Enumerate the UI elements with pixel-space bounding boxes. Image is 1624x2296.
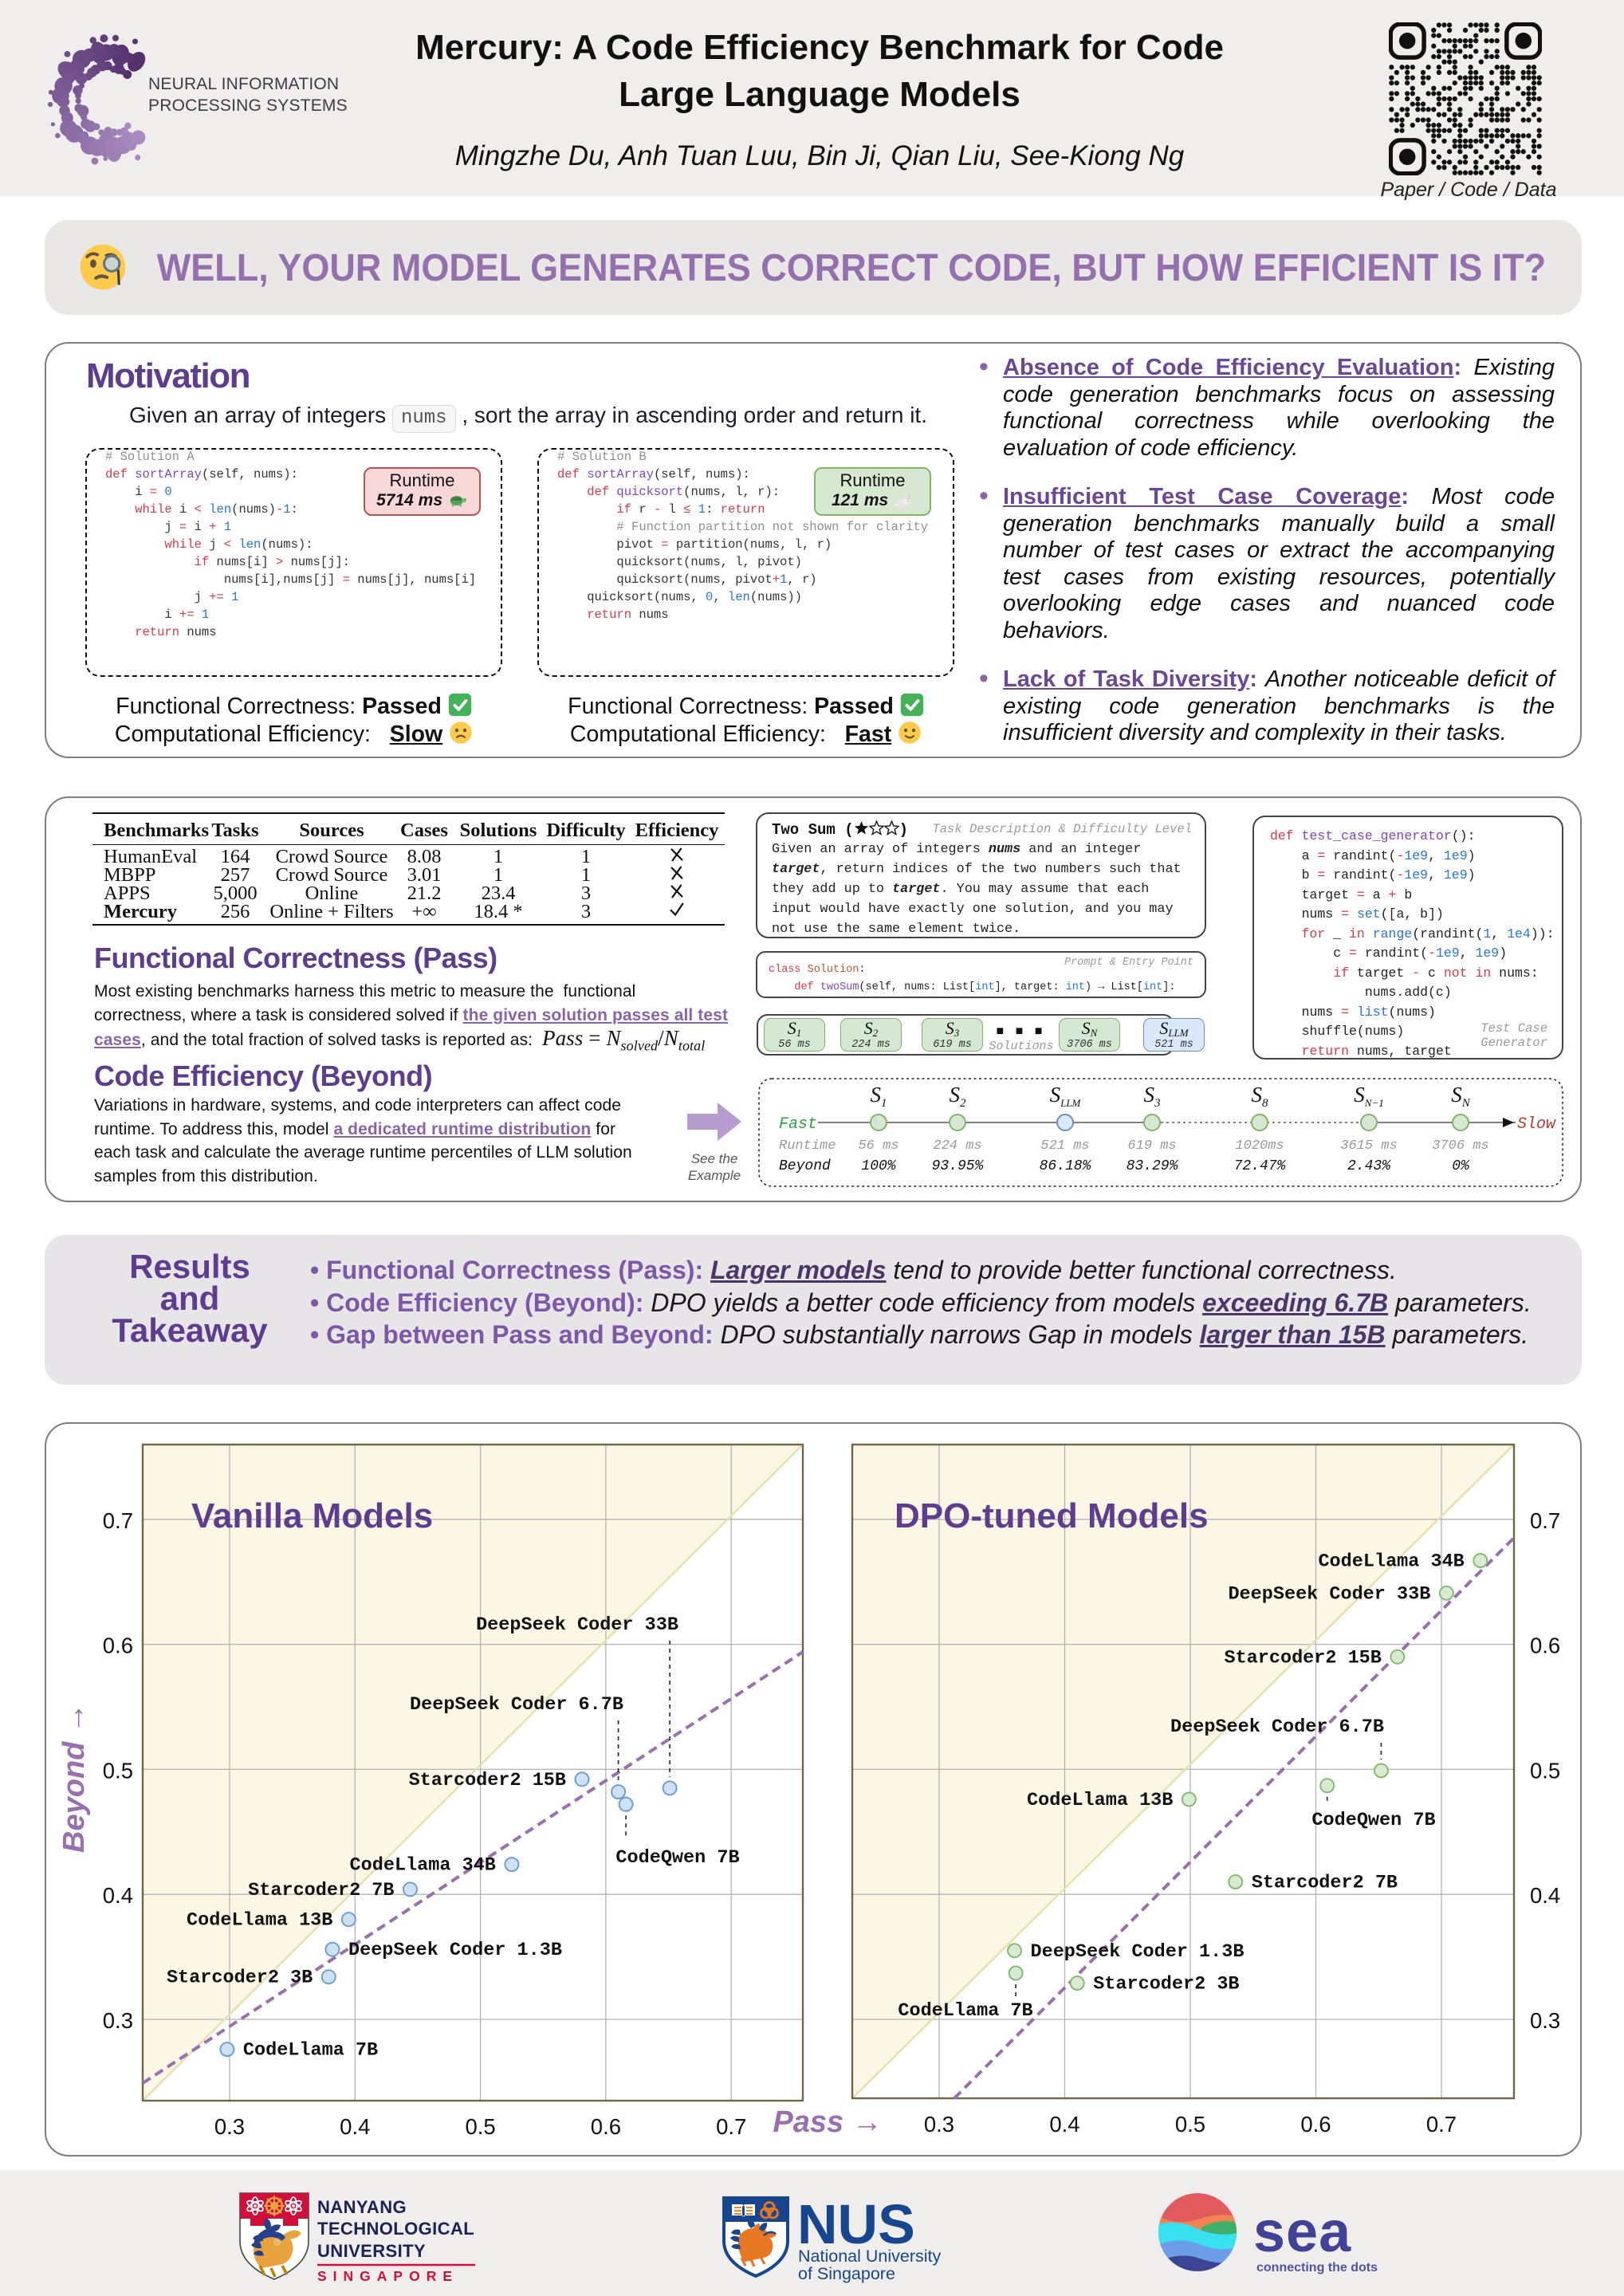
svg-text:CodeLlama 13B: CodeLlama 13B: [1027, 1790, 1173, 1811]
svg-text:0.4: 0.4: [1530, 1883, 1560, 1908]
svg-text:CodeLlama 13B: CodeLlama 13B: [187, 1910, 332, 1932]
svg-text:connecting the dots: connecting the dots: [1256, 2261, 1378, 2274]
svg-text:Starcoder2 3B: Starcoder2 3B: [167, 1968, 313, 1989]
svg-text:83.29%: 83.29%: [1127, 1158, 1179, 1174]
svg-text:CodeLlama 34B: CodeLlama 34B: [350, 1855, 496, 1877]
svg-text:521 ms: 521 ms: [1040, 1138, 1089, 1154]
svg-text:0.3: 0.3: [1530, 2008, 1560, 2033]
svg-text:of Singapore: of Singapore: [798, 2264, 895, 2283]
svg-text:PROCESSING SYSTEMS: PROCESSING SYSTEMS: [148, 96, 348, 115]
svg-text:3706 ms: 3706 ms: [1432, 1138, 1488, 1154]
svg-text:SN−1: SN−1: [1354, 1083, 1383, 1109]
svg-text:619 ms: 619 ms: [1127, 1138, 1176, 1154]
svg-text:0.6: 0.6: [1300, 2112, 1331, 2137]
svg-text:NUS: NUS: [797, 2196, 915, 2255]
svg-text:DeepSeek Coder 6.7B: DeepSeek Coder 6.7B: [410, 1694, 623, 1716]
svg-text:NANYANG: NANYANG: [317, 2197, 407, 2217]
svg-text:DeepSeek Coder 33B: DeepSeek Coder 33B: [1228, 1583, 1430, 1605]
svg-text:S8: S8: [1252, 1083, 1269, 1110]
svg-text:DPO-tuned Models: DPO-tuned Models: [895, 1496, 1209, 1535]
svg-text:DeepSeek Coder 1.3B: DeepSeek Coder 1.3B: [1031, 1941, 1245, 1963]
svg-text:0.5: 0.5: [1175, 2112, 1205, 2137]
svg-text:0.3: 0.3: [214, 2114, 245, 2139]
svg-text:0.5: 0.5: [103, 1758, 133, 1783]
svg-text:100%: 100%: [861, 1158, 896, 1174]
svg-text:1020ms: 1020ms: [1235, 1138, 1284, 1154]
svg-text:Starcoder2 7B: Starcoder2 7B: [248, 1880, 394, 1901]
svg-text:0.3: 0.3: [103, 2008, 133, 2033]
svg-text:0.7: 0.7: [716, 2114, 746, 2139]
svg-text:93.95%: 93.95%: [932, 1158, 985, 1174]
svg-text:224 ms: 224 ms: [933, 1138, 981, 1154]
svg-text:S2: S2: [950, 1083, 967, 1110]
svg-text:0.6: 0.6: [1530, 1634, 1560, 1658]
svg-text:S1: S1: [871, 1083, 887, 1110]
svg-text:Starcoder2 15B: Starcoder2 15B: [1224, 1647, 1381, 1669]
svg-text:SN: SN: [1451, 1083, 1471, 1110]
svg-text:CodeLlama 7B: CodeLlama 7B: [898, 2000, 1032, 2022]
svg-text:Starcoder2 7B: Starcoder2 7B: [1252, 1873, 1398, 1894]
svg-text:DeepSeek Coder 1.3B: DeepSeek Coder 1.3B: [348, 1940, 562, 1961]
svg-text:CodeQwen 7B: CodeQwen 7B: [615, 1847, 739, 1869]
svg-text:Runtime: Runtime: [779, 1138, 836, 1154]
svg-text:56 ms: 56 ms: [858, 1138, 899, 1154]
svg-text:0.7: 0.7: [1530, 1508, 1560, 1533]
svg-text:0.7: 0.7: [103, 1508, 133, 1533]
svg-text:sea: sea: [1253, 2200, 1351, 2264]
svg-text:DeepSeek Coder 6.7B: DeepSeek Coder 6.7B: [1170, 1716, 1384, 1738]
svg-text:0.6: 0.6: [591, 2114, 621, 2139]
svg-text:0.6: 0.6: [103, 1634, 133, 1658]
svg-text:Beyond: Beyond: [779, 1158, 831, 1174]
svg-text:National University: National University: [798, 2247, 941, 2266]
svg-text:0.5: 0.5: [1530, 1758, 1560, 1783]
svg-text:CodeQwen 7B: CodeQwen 7B: [1311, 1810, 1435, 1831]
svg-text:NEURAL INFORMATION: NEURAL INFORMATION: [148, 75, 339, 93]
svg-text:2.43%: 2.43%: [1347, 1158, 1391, 1174]
svg-text:Beyond →: Beyond →: [57, 1703, 91, 1853]
svg-text:0.4: 0.4: [103, 1883, 133, 1908]
svg-text:0.4: 0.4: [340, 2114, 370, 2139]
svg-text:Fast: Fast: [779, 1115, 817, 1134]
svg-text:S3: S3: [1144, 1083, 1161, 1110]
svg-text:UNIVERSITY: UNIVERSITY: [317, 2241, 426, 2261]
svg-text:SINGAPORE: SINGAPORE: [317, 2268, 458, 2284]
svg-text:CodeLlama 7B: CodeLlama 7B: [243, 2040, 378, 2062]
svg-text:Starcoder2 3B: Starcoder2 3B: [1093, 1974, 1239, 1995]
svg-text:3615 ms: 3615 ms: [1340, 1138, 1397, 1154]
svg-text:Pass →: Pass →: [773, 2105, 882, 2139]
svg-text:Vanilla Models: Vanilla Models: [191, 1496, 433, 1535]
svg-text:0.7: 0.7: [1426, 2112, 1457, 2137]
svg-text:SLLM: SLLM: [1050, 1083, 1082, 1109]
svg-text:DeepSeek Coder 33B: DeepSeek Coder 33B: [476, 1614, 678, 1636]
svg-text:TECHNOLOGICAL: TECHNOLOGICAL: [317, 2219, 474, 2239]
svg-text:Slow: Slow: [1517, 1115, 1556, 1134]
svg-text:86.18%: 86.18%: [1040, 1158, 1092, 1174]
svg-text:0%: 0%: [1452, 1158, 1470, 1174]
svg-text:0.3: 0.3: [924, 2112, 954, 2137]
svg-text:Starcoder2 15B: Starcoder2 15B: [409, 1770, 566, 1791]
svg-text:72.47%: 72.47%: [1234, 1158, 1287, 1174]
svg-text:0.5: 0.5: [465, 2114, 495, 2139]
svg-text:CodeLlama 34B: CodeLlama 34B: [1318, 1551, 1464, 1573]
svg-text:0.4: 0.4: [1049, 2112, 1079, 2137]
